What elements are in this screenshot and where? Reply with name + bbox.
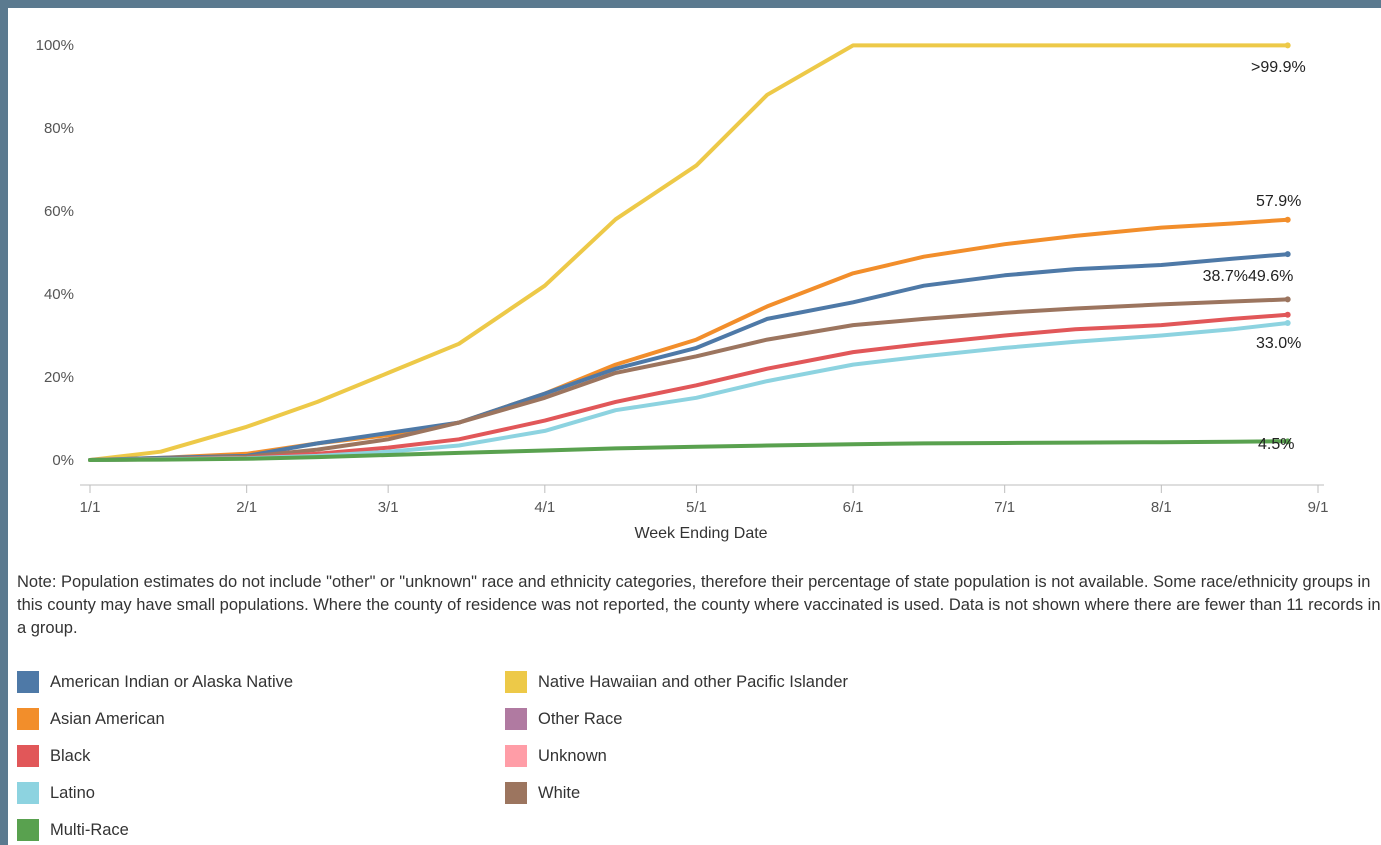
legend-label: Latino <box>50 783 95 802</box>
legend-item[interactable]: Native Hawaiian and other Pacific Island… <box>505 670 848 694</box>
series-end-point <box>1284 311 1291 318</box>
series-line[interactable] <box>88 312 1290 462</box>
x-tick-label: 6/1 <box>843 499 864 516</box>
legend-swatch <box>505 782 527 804</box>
series-end-point <box>1284 296 1291 303</box>
legend-item[interactable]: White <box>505 781 580 805</box>
legend-label: Black <box>50 746 91 765</box>
legend-item[interactable]: Other Race <box>505 707 622 731</box>
series-line[interactable] <box>88 43 1290 462</box>
end-value-label: 57.9% <box>1256 193 1301 210</box>
y-tick-label: 20% <box>44 369 74 386</box>
legend-swatch <box>505 745 527 767</box>
x-tick-label: 2/1 <box>236 499 257 516</box>
series-end-point <box>1284 42 1291 49</box>
legend-label: Native Hawaiian and other Pacific Island… <box>538 672 848 691</box>
end-value-label: >99.9% <box>1251 59 1306 76</box>
series-end-point <box>1284 216 1291 223</box>
end-value-label: 33.0% <box>1256 335 1301 352</box>
legend-item[interactable]: Multi-Race <box>17 818 129 842</box>
legend-swatch <box>17 782 39 804</box>
legend-swatch <box>505 671 527 693</box>
legend-item[interactable]: Black <box>17 744 90 768</box>
y-tick-label: 0% <box>52 452 74 469</box>
series-end-point <box>1284 438 1291 445</box>
x-tick-label: 9/1 <box>1308 499 1329 516</box>
y-tick-label: 60% <box>44 203 74 220</box>
legend-item[interactable]: Asian American <box>17 707 165 731</box>
legend-swatch <box>505 708 527 730</box>
x-tick-label: 3/1 <box>378 499 399 516</box>
legend: American Indian or Alaska Native Asian Am… <box>17 670 1017 845</box>
legend-swatch <box>17 745 39 767</box>
y-tick-label: 80% <box>44 120 74 137</box>
legend-swatch <box>17 819 39 841</box>
legend-label: Multi-Race <box>50 820 129 839</box>
end-value-label: 49.6% <box>1248 268 1293 285</box>
legend-swatch <box>17 671 39 693</box>
series-line[interactable] <box>88 439 1290 462</box>
chart-panel: 1/1 2/1 3/1 4/1 5/1 6/1 7/1 8/1 9/1 0% 20% 40% 60% 80… <box>8 8 1381 845</box>
x-axis-title: Week Ending Date <box>634 525 767 542</box>
x-tick-label: 4/1 <box>534 499 555 516</box>
y-tick-label: 100% <box>36 37 74 54</box>
x-tick-label: 5/1 <box>686 499 707 516</box>
series-line[interactable] <box>88 297 1290 462</box>
x-tick-label: 8/1 <box>1151 499 1172 516</box>
end-value-label: 4.5% <box>1258 436 1294 453</box>
y-tick-label: 40% <box>44 286 74 303</box>
x-tick-label: 7/1 <box>994 499 1015 516</box>
legend-label: White <box>538 783 581 802</box>
legend-label: Other Race <box>538 709 623 728</box>
footnote: Note: Population estimates do not includ… <box>17 573 1381 637</box>
end-value-label: 38.7% <box>1203 268 1248 285</box>
legend-label: Asian American <box>50 709 165 728</box>
line-chart: 1/1 2/1 3/1 4/1 5/1 6/1 7/1 8/1 9/1 0% 20% 40% 60% 80… <box>36 37 1329 542</box>
series-end-point <box>1284 251 1291 258</box>
legend-swatch <box>17 708 39 730</box>
series-line[interactable] <box>88 252 1290 462</box>
legend-item[interactable]: Latino <box>17 781 95 805</box>
legend-label: Unknown <box>538 746 607 765</box>
legend-label: American Indian or Alaska Native <box>50 672 294 691</box>
legend-item[interactable]: American Indian or Alaska Native <box>17 670 293 694</box>
legend-item[interactable]: Unknown <box>505 744 607 768</box>
x-tick-label: 1/1 <box>80 499 101 516</box>
series-end-point <box>1284 320 1291 327</box>
